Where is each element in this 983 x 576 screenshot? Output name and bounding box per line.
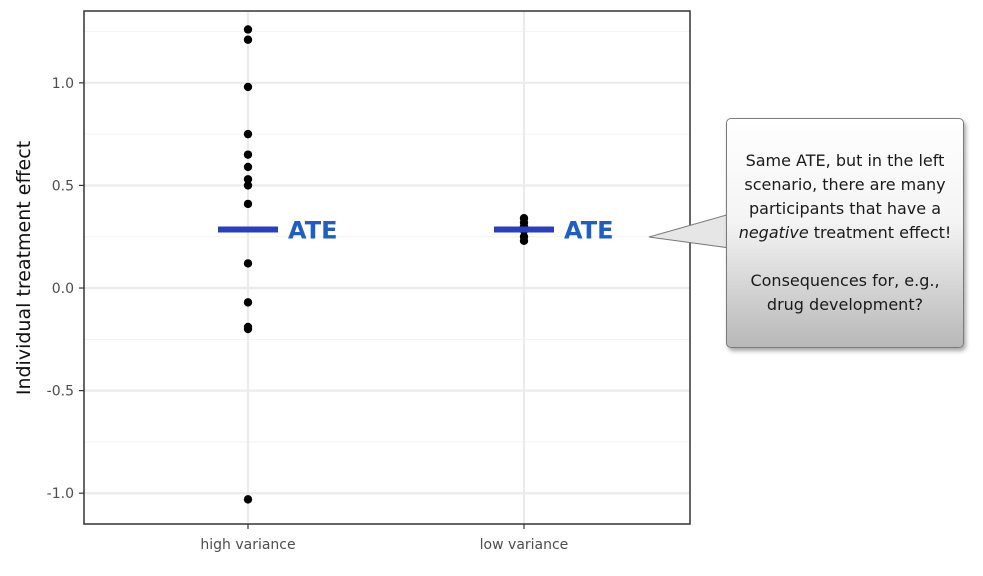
- y-tick-label: 0.5: [52, 178, 74, 194]
- points: [243, 25, 529, 504]
- callout-line-rest: treatment effect!: [808, 223, 952, 242]
- data-point: [243, 495, 253, 504]
- grid: [84, 11, 690, 524]
- ate-label: ATE: [564, 217, 613, 245]
- callout-line: negative treatment effect!: [727, 221, 963, 245]
- data-point: [243, 199, 253, 209]
- y-tick-label: 0.0: [52, 281, 74, 297]
- callout-emphasis: negative: [738, 223, 809, 242]
- data-point: [519, 236, 529, 246]
- data-point: [243, 259, 253, 268]
- callout-pointer: [648, 213, 731, 249]
- y-tick-label: -0.5: [47, 384, 74, 400]
- data-point: [243, 181, 253, 190]
- ate-markers: ATE ATE: [218, 217, 613, 245]
- y-axis: -1.0 -0.5 0.0 0.5 1.0: [47, 76, 84, 502]
- data-point: [243, 162, 253, 172]
- data-point: [243, 25, 253, 34]
- callout-line: Same ATE, but in the left: [745, 151, 945, 170]
- data-point: [243, 324, 253, 334]
- x-tick-label: high variance: [200, 537, 295, 553]
- x-tick-label: low variance: [480, 537, 569, 553]
- y-axis-label: Individual treatment effect: [13, 140, 35, 396]
- plot-panel: [83, 10, 691, 525]
- data-point: [243, 150, 253, 159]
- data-point: [243, 82, 253, 92]
- x-axis: high variance low variance: [200, 524, 568, 553]
- y-tick-label: -1.0: [47, 486, 74, 502]
- data-point: [243, 35, 253, 44]
- y-tick-label: 1.0: [52, 76, 74, 92]
- callout-text: Same ATE, but in the left scenario, ther…: [727, 149, 963, 317]
- callout-line: scenario, there are many: [744, 175, 946, 194]
- callout-box: Same ATE, but in the left scenario, ther…: [726, 118, 964, 348]
- data-point: [243, 175, 253, 184]
- callout-line: participants that have a: [748, 199, 942, 218]
- callout-line: drug development?: [766, 295, 924, 314]
- ate-label: ATE: [288, 217, 337, 245]
- data-point: [243, 129, 253, 139]
- data-point: [243, 298, 253, 307]
- callout-line: Consequences for, e.g.,: [750, 271, 940, 290]
